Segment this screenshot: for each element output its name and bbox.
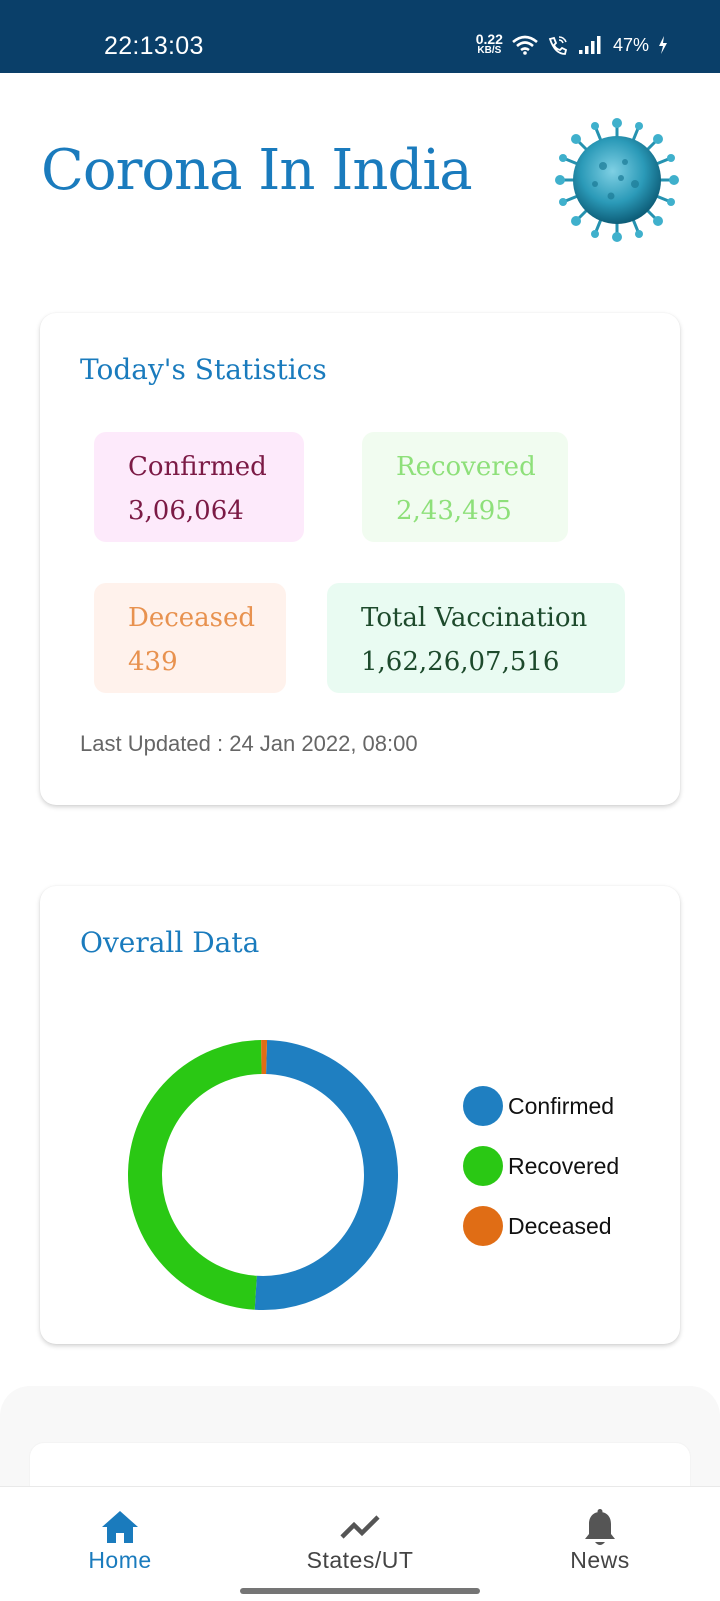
- recovered-tile: Recovered 2,43,495: [362, 432, 568, 542]
- donut-slice-recovered[interactable]: [145, 1057, 261, 1293]
- tab-news[interactable]: News: [480, 1487, 720, 1601]
- home-icon: [100, 1509, 140, 1545]
- network-speed-unit: KB/S: [477, 45, 501, 56]
- wifi-icon: [512, 35, 538, 55]
- deceased-tile: Deceased 439: [94, 583, 286, 693]
- tab-news-label: News: [480, 1547, 720, 1574]
- overall-data-card: Overall Data Confirmed Recovered Deceased: [40, 886, 680, 1344]
- confirmed-value: 3,06,064: [128, 496, 244, 526]
- network-speed-value: 0.22: [476, 34, 503, 45]
- legend-item-confirmed: Confirmed: [463, 1076, 619, 1136]
- signal-icon: [578, 35, 604, 55]
- legend-swatch: [463, 1086, 503, 1126]
- legend-label: Deceased: [508, 1213, 612, 1240]
- vaccination-label: Total Vaccination: [361, 603, 587, 633]
- vaccination-tile: Total Vaccination 1,62,26,07,516: [327, 583, 625, 693]
- status-icons: 0.22 KB/S 47%: [476, 34, 668, 56]
- network-speed: 0.22 KB/S: [476, 34, 503, 56]
- confirmed-tile: Confirmed 3,06,064: [94, 432, 304, 542]
- legend-swatch: [463, 1146, 503, 1186]
- app-title: Corona In India: [41, 138, 472, 203]
- bottom-navigation: Home States/UT News: [0, 1486, 720, 1601]
- charging-icon: [658, 35, 668, 55]
- legend-item-deceased: Deceased: [463, 1196, 619, 1256]
- legend-swatch: [463, 1206, 503, 1246]
- recovered-label: Recovered: [396, 452, 536, 482]
- bell-icon: [582, 1509, 618, 1549]
- recovered-value: 2,43,495: [396, 496, 512, 526]
- legend-label: Recovered: [508, 1153, 619, 1180]
- overall-data-title: Overall Data: [80, 926, 259, 959]
- deceased-label: Deceased: [128, 603, 255, 633]
- trending-icon: [339, 1509, 381, 1545]
- todays-statistics-card: Today's Statistics Confirmed 3,06,064 Re…: [40, 313, 680, 805]
- tab-states-ut[interactable]: States/UT: [240, 1487, 480, 1601]
- battery-percent: 47%: [613, 35, 649, 56]
- deceased-value: 439: [128, 647, 178, 677]
- donut-chart: [103, 1015, 423, 1335]
- todays-statistics-title: Today's Statistics: [80, 353, 327, 386]
- chart-legend: Confirmed Recovered Deceased: [463, 1076, 619, 1256]
- coronavirus-icon: [555, 118, 679, 242]
- tab-states-ut-label: States/UT: [240, 1547, 480, 1574]
- status-time: 22:13:03: [104, 32, 204, 61]
- gesture-bar[interactable]: [240, 1588, 480, 1594]
- last-updated: Last Updated : 24 Jan 2022, 08:00: [80, 731, 418, 757]
- legend-label: Confirmed: [508, 1093, 614, 1120]
- confirmed-label: Confirmed: [128, 452, 267, 482]
- wifi-calling-icon: [547, 35, 569, 55]
- tab-home[interactable]: Home: [0, 1487, 240, 1601]
- status-bar: 22:13:03 0.22 KB/S 47%: [0, 0, 720, 73]
- vaccination-value: 1,62,26,07,516: [361, 647, 559, 677]
- donut-slice-confirmed[interactable]: [256, 1057, 381, 1293]
- legend-item-recovered: Recovered: [463, 1136, 619, 1196]
- tab-home-label: Home: [0, 1547, 240, 1574]
